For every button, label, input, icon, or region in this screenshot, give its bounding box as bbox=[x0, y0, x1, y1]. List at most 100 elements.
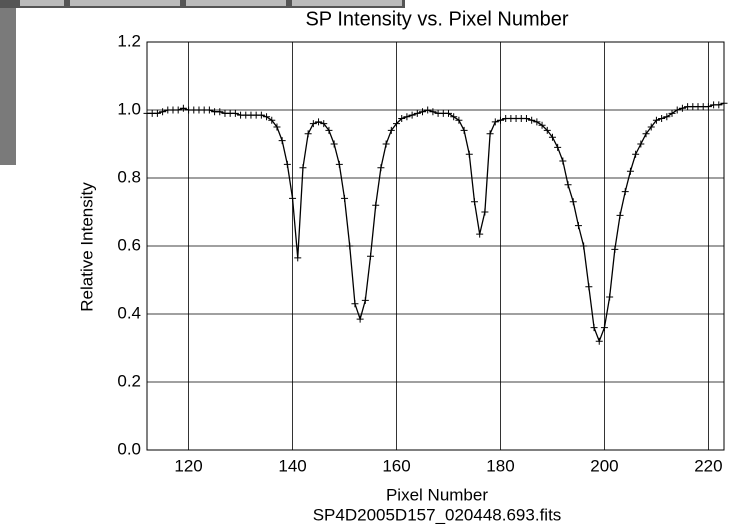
point-marker bbox=[720, 99, 728, 107]
x-tick-label: 200 bbox=[590, 456, 618, 475]
point-marker bbox=[283, 160, 291, 168]
x-axis-label: Pixel Number bbox=[386, 485, 488, 504]
point-marker bbox=[398, 115, 406, 122]
point-marker bbox=[159, 108, 167, 116]
point-marker bbox=[704, 103, 712, 111]
point-marker bbox=[356, 315, 364, 323]
point-marker bbox=[621, 188, 629, 196]
data-line bbox=[147, 102, 725, 344]
point-marker bbox=[413, 109, 421, 117]
point-marker bbox=[205, 106, 213, 114]
background-panel bbox=[0, 0, 16, 165]
point-marker bbox=[361, 296, 369, 304]
x-tick-label: 140 bbox=[278, 456, 306, 475]
point-marker bbox=[678, 104, 686, 112]
y-tick-label: 1.0 bbox=[117, 99, 141, 118]
point-marker bbox=[367, 252, 375, 260]
point-marker bbox=[455, 116, 463, 124]
point-marker bbox=[491, 118, 499, 126]
point-marker bbox=[315, 118, 323, 126]
point-marker bbox=[538, 121, 546, 129]
point-marker bbox=[476, 230, 484, 238]
point-marker bbox=[533, 118, 541, 126]
point-marker bbox=[153, 109, 161, 117]
point-marker bbox=[429, 108, 437, 116]
point-marker bbox=[346, 242, 354, 250]
point-marker bbox=[460, 126, 468, 134]
toolbar-tab bbox=[186, 0, 286, 6]
y-tick-label: 0.0 bbox=[117, 439, 141, 458]
point-marker bbox=[231, 109, 239, 117]
point-marker bbox=[299, 164, 307, 172]
toolbar-tab bbox=[20, 0, 64, 6]
point-marker bbox=[569, 198, 577, 206]
y-axis-label: Relative Intensity bbox=[77, 182, 96, 312]
x-tick-label: 120 bbox=[174, 456, 202, 475]
point-marker bbox=[663, 113, 671, 121]
point-marker bbox=[574, 222, 582, 230]
point-marker bbox=[320, 120, 328, 128]
x-tick-label: 220 bbox=[694, 456, 722, 475]
point-marker bbox=[377, 164, 385, 172]
point-marker bbox=[564, 181, 572, 189]
point-marker bbox=[528, 116, 536, 124]
point-marker bbox=[470, 198, 478, 206]
point-marker bbox=[216, 108, 224, 116]
y-tick-label: 0.2 bbox=[117, 371, 141, 390]
point-marker bbox=[335, 160, 343, 168]
point-marker bbox=[419, 108, 427, 116]
point-marker bbox=[548, 133, 556, 141]
point-marker bbox=[330, 140, 338, 148]
point-marker bbox=[600, 324, 608, 332]
point-marker bbox=[668, 109, 676, 117]
point-marker bbox=[647, 123, 655, 131]
point-marker bbox=[424, 106, 432, 114]
point-marker bbox=[559, 157, 567, 165]
y-tick-label: 0.8 bbox=[117, 167, 141, 186]
point-marker bbox=[273, 123, 281, 131]
point-marker bbox=[387, 126, 395, 134]
point-marker bbox=[632, 150, 640, 158]
point-marker bbox=[642, 130, 650, 138]
x-tick-label: 160 bbox=[382, 456, 410, 475]
y-tick-label: 0.6 bbox=[117, 235, 141, 254]
point-marker bbox=[580, 242, 588, 250]
point-marker bbox=[372, 201, 380, 209]
toolbar-tab bbox=[292, 0, 402, 6]
point-marker bbox=[263, 113, 271, 121]
point-marker bbox=[522, 115, 530, 122]
point-marker bbox=[616, 211, 624, 219]
plot-frame bbox=[146, 41, 725, 451]
point-marker bbox=[486, 130, 494, 138]
point-marker bbox=[611, 245, 619, 253]
point-marker bbox=[309, 120, 317, 128]
point-marker bbox=[289, 194, 297, 202]
point-marker bbox=[294, 254, 302, 262]
point-marker bbox=[715, 101, 723, 109]
y-tick-label: 0.4 bbox=[117, 303, 141, 322]
point-marker bbox=[658, 115, 666, 122]
y-tick-label: 1.2 bbox=[117, 31, 141, 50]
point-marker bbox=[278, 137, 286, 145]
point-marker bbox=[465, 150, 473, 158]
point-marker bbox=[637, 140, 645, 148]
point-marker bbox=[382, 140, 390, 148]
point-marker bbox=[450, 113, 458, 121]
point-marker bbox=[393, 120, 401, 128]
point-marker bbox=[481, 208, 489, 216]
point-marker bbox=[652, 116, 660, 124]
point-marker bbox=[325, 126, 333, 134]
point-marker bbox=[595, 337, 603, 345]
point-marker bbox=[257, 111, 265, 119]
x-tick-label: 180 bbox=[486, 456, 514, 475]
point-marker bbox=[403, 113, 411, 121]
point-marker bbox=[444, 109, 452, 117]
chart-title: SP Intensity vs. Pixel Number bbox=[305, 8, 568, 30]
point-marker bbox=[673, 106, 681, 114]
point-marker bbox=[543, 126, 551, 134]
subtitle: SP4D2005D157_020448.693.fits bbox=[313, 505, 562, 524]
point-marker bbox=[174, 106, 182, 114]
point-marker bbox=[408, 111, 416, 119]
